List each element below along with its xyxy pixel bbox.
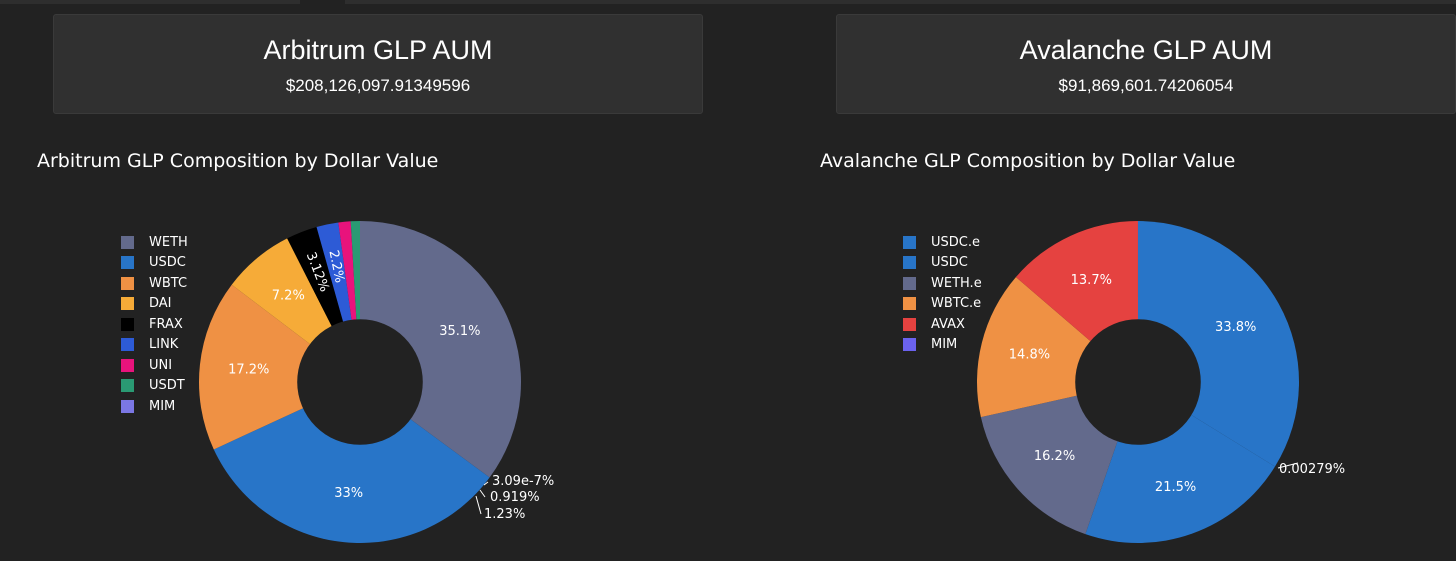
pie-label-weth-e: 16.2% <box>1034 449 1075 464</box>
legend-item-wbtc[interactable]: WBTC <box>121 273 188 294</box>
legend-item-usdc[interactable]: USDC <box>121 253 188 274</box>
avalanche-aum-value: $91,869,601.74206054 <box>1058 76 1234 95</box>
legend-swatch <box>121 379 134 393</box>
legend-item-weth[interactable]: WETH <box>121 232 188 253</box>
pie-label-usdt: 0.919% <box>490 490 540 505</box>
arbitrum-chart-title: Arbitrum GLP Composition by Dollar Value <box>37 150 439 172</box>
legend-swatch <box>121 297 134 311</box>
legend-swatch <box>903 317 916 331</box>
donut-hole <box>1075 319 1201 445</box>
legend-label: WBTC.e <box>931 296 982 312</box>
pie-slice-wbtc[interactable] <box>199 284 360 450</box>
legend-label: DAI <box>149 296 172 312</box>
top-divider-right <box>345 0 1456 4</box>
legend-item-mim[interactable]: MIM <box>903 335 982 356</box>
legend-swatch <box>121 235 134 249</box>
legend-label: USDT <box>149 378 185 394</box>
pie-label-uni: 1.23% <box>484 507 525 522</box>
donut-hole <box>297 319 423 445</box>
legend-swatch <box>121 358 134 372</box>
legend-swatch <box>121 276 134 290</box>
legend-label: WETH.e <box>931 275 982 291</box>
legend-item-link[interactable]: LINK <box>121 335 188 356</box>
pie-label-wbtc: 17.2% <box>228 362 269 377</box>
pie-label-dai: 7.2% <box>272 289 305 304</box>
legend-label: WBTC <box>149 275 188 291</box>
legend-label: UNI <box>149 357 173 373</box>
pie-slice-weth[interactable] <box>360 221 521 478</box>
arbitrum-legend[interactable]: WETH USDC WBTC DAI FRAX LINK UNI USDT MIM <box>121 232 188 417</box>
legend-swatch <box>903 256 916 270</box>
pie-label-avax: 13.7% <box>1071 273 1112 288</box>
legend-item-dai[interactable]: DAI <box>121 294 188 315</box>
legend-swatch <box>903 297 916 311</box>
legend-label: AVAX <box>931 316 965 332</box>
legend-item-frax[interactable]: FRAX <box>121 314 188 335</box>
pie-label-wbtc-e: 14.8% <box>1009 347 1050 362</box>
pie-leader-uni <box>475 495 482 515</box>
legend-swatch <box>121 317 134 331</box>
pie-label-usdc-e: 33.8% <box>1215 320 1256 335</box>
arbitrum-aum-value: $208,126,097.91349596 <box>285 76 471 95</box>
legend-item-avax[interactable]: AVAX <box>903 314 982 335</box>
legend-swatch <box>121 338 134 352</box>
legend-item-weth-e[interactable]: WETH.e <box>903 273 982 294</box>
legend-item-usdc[interactable]: USDC <box>903 253 982 274</box>
legend-label: MIM <box>931 337 958 353</box>
avalanche-aum-title: Avalanche GLP AUM <box>1019 35 1273 65</box>
avalanche-chart-title: Avalanche GLP Composition by Dollar Valu… <box>820 150 1236 172</box>
legend-label: USDC <box>931 255 968 271</box>
legend-item-uni[interactable]: UNI <box>121 355 188 376</box>
pie-label-mim: 3.09e-7% <box>492 474 554 489</box>
pie-slice-usdc[interactable] <box>213 382 490 543</box>
legend-item-usdc-e[interactable]: USDC.e <box>903 232 982 253</box>
pie-leader-mim <box>1277 462 1299 469</box>
pie-leader-usdt <box>479 489 486 498</box>
legend-label: FRAX <box>149 316 183 332</box>
legend-label: LINK <box>149 337 179 353</box>
avalanche-legend[interactable]: USDC.e USDC WETH.e WBTC.e AVAX MIM <box>903 232 982 355</box>
legend-label: USDC.e <box>931 234 980 250</box>
legend-item-wbtc-e[interactable]: WBTC.e <box>903 294 982 315</box>
pie-label-usdc: 21.5% <box>1155 480 1196 495</box>
arbitrum-aum-card: Arbitrum GLP AUM $208,126,097.91349596 <box>53 14 703 114</box>
pie-label-mim: 0.00279% <box>1279 462 1345 477</box>
pie-label-usdc: 33% <box>334 486 363 501</box>
pie-label-link: 2.2% <box>325 249 346 284</box>
legend-swatch <box>903 235 916 249</box>
legend-label: MIM <box>149 398 176 414</box>
legend-item-mim[interactable]: MIM <box>121 396 188 417</box>
legend-item-usdt[interactable]: USDT <box>121 376 188 397</box>
pie-leader-mim <box>483 481 489 486</box>
arbitrum-aum-title: Arbitrum GLP AUM <box>263 35 493 65</box>
top-divider-left <box>0 0 300 4</box>
legend-swatch <box>903 276 916 290</box>
legend-swatch <box>121 399 134 413</box>
pie-label-weth: 35.1% <box>439 324 480 339</box>
legend-label: USDC <box>149 255 186 271</box>
avalanche-aum-card: Avalanche GLP AUM $91,869,601.74206054 <box>836 14 1456 114</box>
legend-swatch <box>903 338 916 352</box>
legend-swatch <box>121 256 134 270</box>
legend-label: WETH <box>149 234 188 250</box>
